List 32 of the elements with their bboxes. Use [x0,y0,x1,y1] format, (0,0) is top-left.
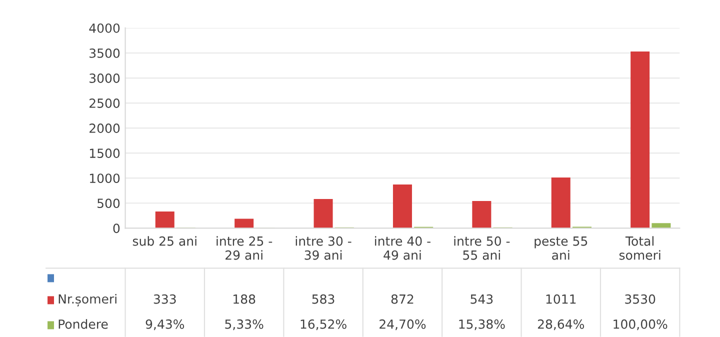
data-label: 333 [154,294,176,304]
data-label: 188 [234,294,256,304]
x-tick-label: intre 30 - 39 ani [296,236,352,260]
data-label: 15,38% [459,319,505,330]
legend-label: Pondere [58,319,108,329]
data-label: 9,43% [146,319,184,330]
data-label: 5,33% [225,319,264,330]
x-tick-label: intre 40 - 49 ani [375,236,430,260]
data-label: 100,00% [614,319,668,330]
x-tick-label: intre 50 - 55 ani [454,236,510,260]
y-tick-label: 500 [98,198,120,208]
y-tick-label: 0 [113,224,120,234]
y-tick-label: 2000 [90,124,120,133]
data-label: 1011 [546,294,576,304]
data-label: 16,52% [300,319,346,330]
y-tick-label: 3500 [90,48,120,58]
x-tick-label: peste 55 ani [534,236,588,260]
data-label: 543 [470,294,493,304]
data-label: 24,70% [380,319,426,330]
x-tick-label: Total someri [619,236,660,260]
x-tick-label: sub 25 ani [132,236,196,246]
data-label: 872 [391,294,414,304]
y-tick-label: 1500 [90,148,120,158]
y-tick-label: 4000 [89,23,120,33]
data-label: 583 [312,294,334,304]
legend-label: Nr.șomeri [58,294,116,306]
y-tick-label: 3000 [90,73,120,83]
x-tick-label: intre 25 - 29 ani [216,236,272,260]
data-label: 28,64% [538,319,584,330]
data-label: 3530 [625,294,656,304]
y-tick-label: 1000 [90,174,120,184]
y-tick-label: 2500 [90,98,120,108]
